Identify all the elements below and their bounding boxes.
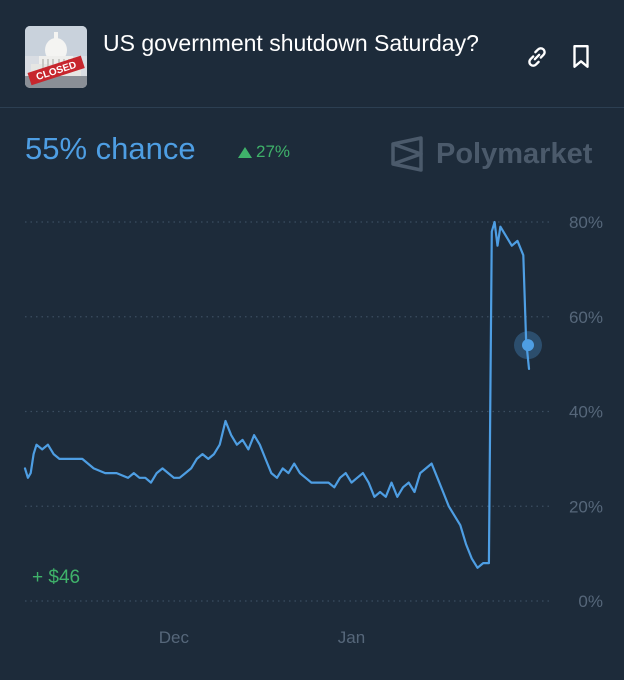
- change-value: 27%: [256, 142, 291, 161]
- market-header: CLOSED US government shutdown Saturday?: [0, 0, 624, 108]
- y-tick-label: 20%: [569, 497, 603, 516]
- bookmark-button[interactable]: [566, 40, 596, 74]
- y-tick-label: 0%: [578, 592, 603, 611]
- series-line: [23, 220, 531, 569]
- current-point[interactable]: [522, 339, 534, 352]
- y-tick-label: 60%: [569, 308, 603, 327]
- x-tick-label: Dec: [159, 628, 190, 647]
- y-tick-label: 80%: [569, 213, 603, 232]
- link-icon: [528, 47, 546, 67]
- triangle-up-icon: [238, 146, 252, 158]
- polymarket-logo: Polymarket: [390, 134, 592, 174]
- brand-name: Polymarket: [436, 137, 593, 170]
- bookmark-icon: [573, 44, 589, 68]
- pnl-value: + $46: [32, 567, 81, 588]
- x-tick-label: Jan: [338, 628, 365, 647]
- change-indicator: 27%: [238, 141, 290, 163]
- y-tick-label: 40%: [569, 403, 603, 422]
- market-thumbnail[interactable]: CLOSED: [25, 26, 87, 88]
- market-title: US government shutdown Saturday?: [103, 30, 479, 56]
- chance-value: 55% chance: [25, 131, 196, 166]
- copy-link-button[interactable]: [522, 40, 552, 74]
- polymarket-logo-icon: [391, 136, 423, 172]
